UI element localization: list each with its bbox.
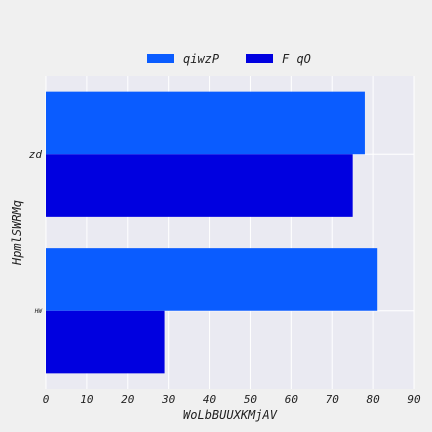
bar-qiwzP-HW — [46, 248, 378, 311]
x-tick-label: 0 — [43, 393, 50, 406]
legend: qiwzP F qO — [147, 52, 311, 66]
x-tick-label: 20 — [121, 393, 135, 406]
legend-swatch-qiwzP — [147, 54, 174, 63]
x-tick-label: 10 — [80, 393, 94, 406]
bar-FqO-HW — [46, 310, 165, 374]
y-axis-label: HpmlSWRMq — [10, 200, 24, 266]
x-tick-label: 40 — [203, 393, 217, 406]
x-tick-label: 70 — [326, 393, 340, 406]
legend-swatch-FqO — [246, 54, 273, 63]
bars-group — [46, 91, 378, 374]
x-tick-labels: 0 10 20 30 40 50 60 70 80 90 — [43, 393, 421, 406]
x-tick-label: 90 — [407, 393, 421, 406]
x-tick-label: 30 — [161, 393, 176, 406]
y-tick-labels: zd HW — [29, 148, 44, 315]
legend-label-FqO: F qO — [282, 52, 311, 66]
bar-FqO-zd — [46, 154, 353, 217]
legend-label-qiwzP: qiwzP — [183, 52, 220, 66]
y-tick-label: zd — [29, 148, 43, 161]
x-axis-label: WoLbBUUXKMjAV — [183, 408, 278, 422]
bar-qiwzP-zd — [46, 91, 365, 155]
x-tick-label: 60 — [285, 393, 299, 406]
x-tick-label: 50 — [244, 393, 258, 406]
x-tick-label: 80 — [366, 393, 380, 406]
y-tick-label: HW — [34, 308, 44, 315]
